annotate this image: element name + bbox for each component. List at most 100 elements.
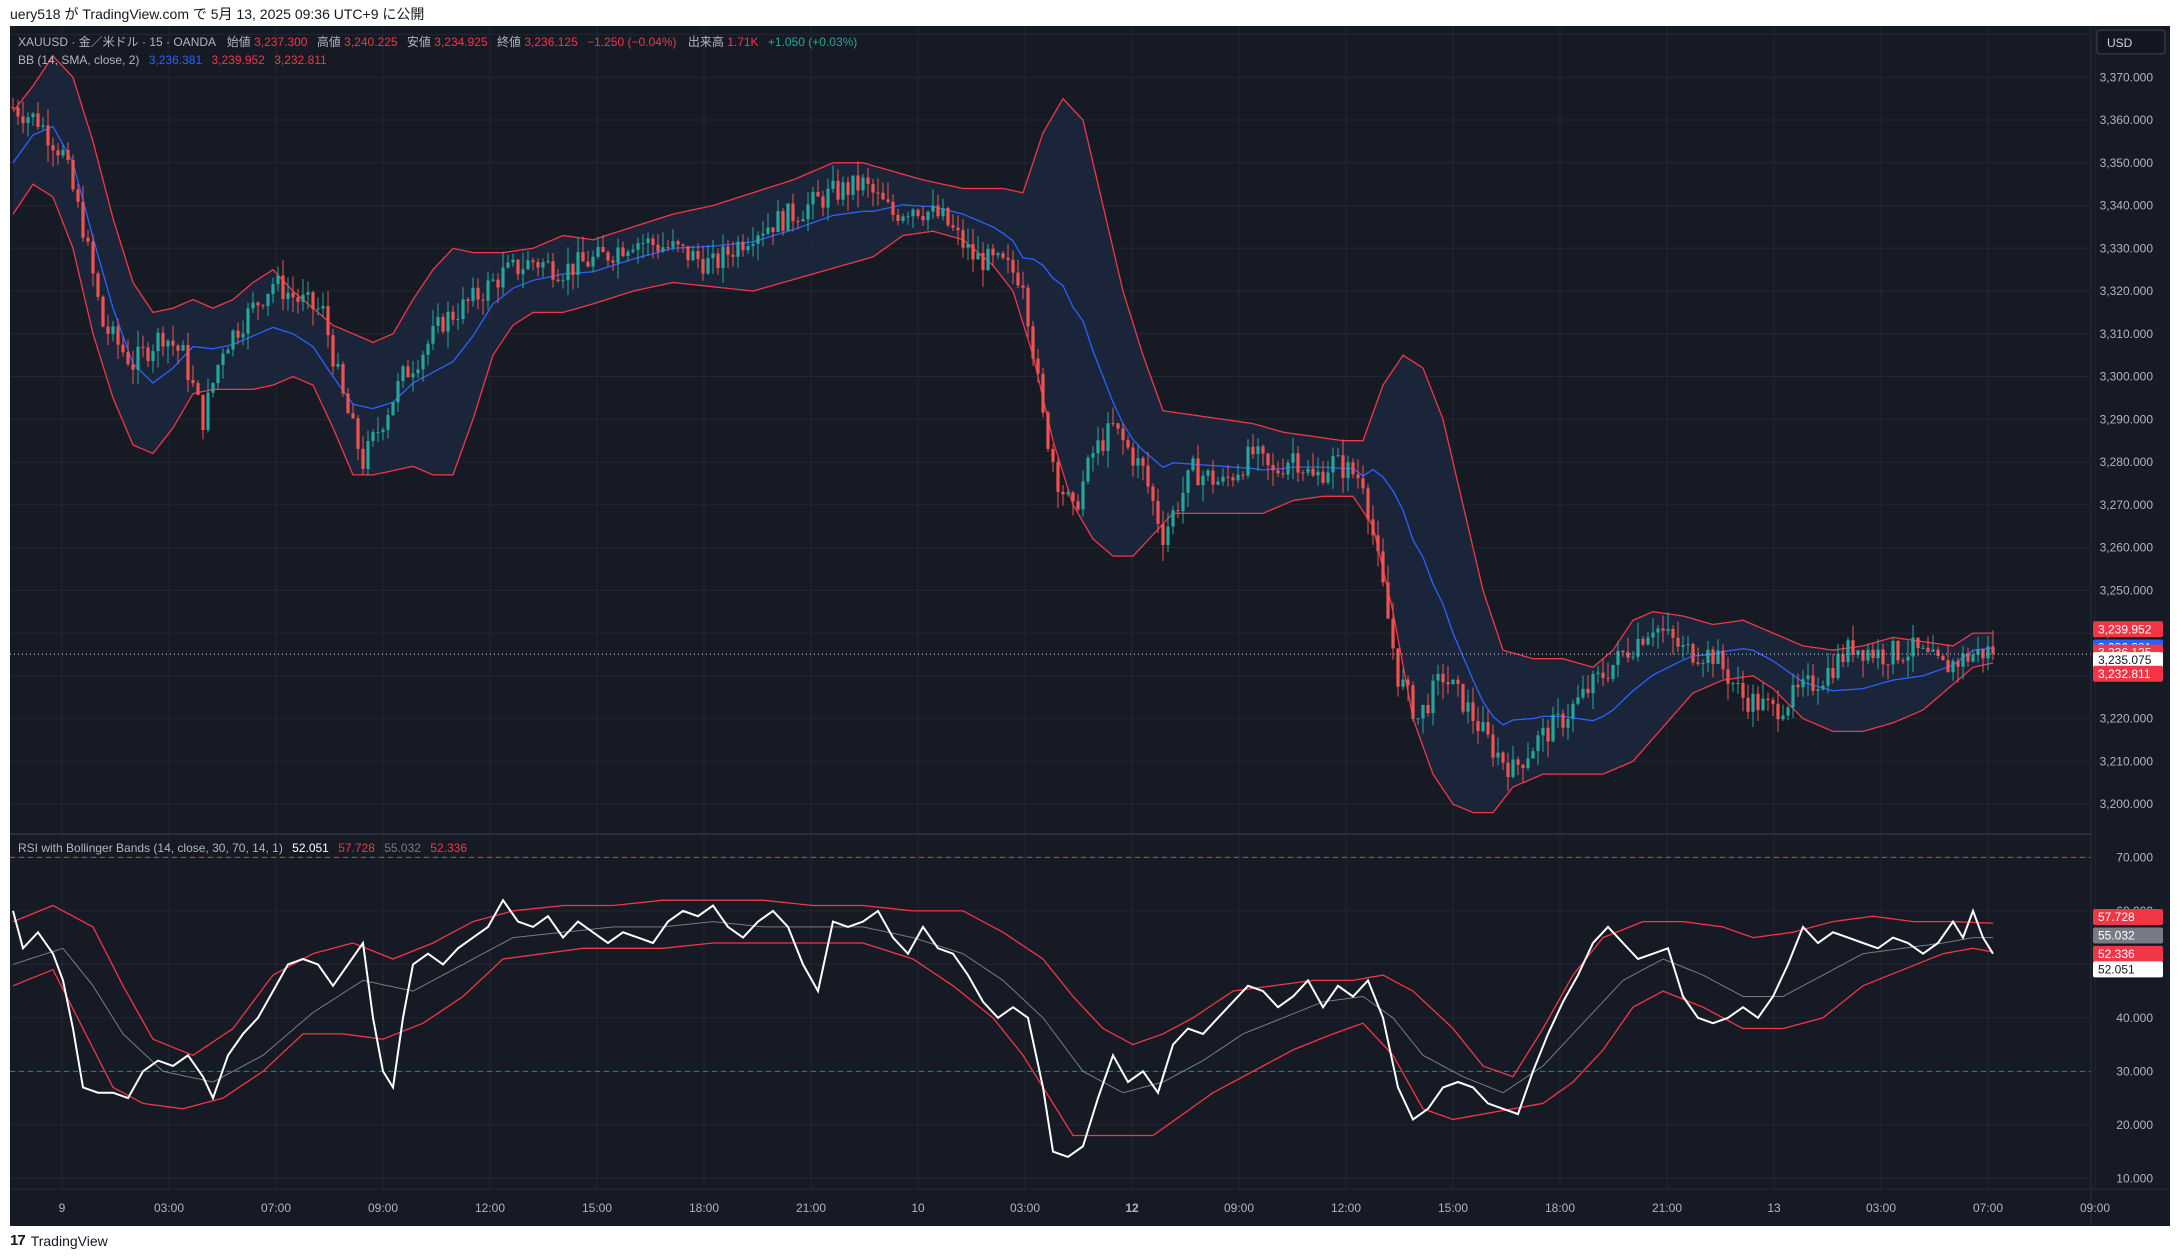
candle[interactable] — [1266, 452, 1270, 481]
candle[interactable] — [106, 314, 110, 345]
candle[interactable] — [66, 142, 70, 164]
candle[interactable] — [1151, 483, 1155, 516]
candle[interactable] — [1936, 646, 1940, 659]
candle[interactable] — [1546, 719, 1550, 757]
candle[interactable] — [1821, 680, 1825, 691]
candle[interactable] — [786, 203, 790, 232]
candle[interactable] — [1286, 459, 1290, 481]
candle[interactable] — [1111, 407, 1115, 427]
candle[interactable] — [1971, 649, 1975, 663]
currency-button[interactable]: USD — [2096, 29, 2166, 55]
candle[interactable] — [1771, 697, 1775, 716]
candle[interactable] — [941, 198, 945, 221]
candle[interactable] — [1566, 703, 1570, 740]
candle[interactable] — [986, 244, 990, 272]
candle[interactable] — [171, 325, 175, 356]
candle[interactable] — [1881, 643, 1885, 677]
candle[interactable] — [1216, 476, 1220, 486]
candle[interactable] — [1696, 647, 1700, 667]
candle[interactable] — [721, 234, 725, 283]
candle[interactable] — [361, 436, 365, 475]
candle[interactable] — [641, 234, 645, 259]
candle[interactable] — [1976, 636, 1980, 663]
candle[interactable] — [286, 277, 290, 311]
candle[interactable] — [421, 350, 425, 382]
candle[interactable] — [1506, 752, 1510, 791]
candle[interactable] — [81, 185, 85, 242]
candle[interactable] — [1601, 658, 1605, 687]
candle[interactable] — [1756, 685, 1760, 722]
candle[interactable] — [661, 232, 665, 254]
candle[interactable] — [1271, 452, 1275, 486]
candle[interactable] — [336, 352, 340, 370]
candle[interactable] — [881, 182, 885, 201]
candle[interactable] — [1806, 662, 1810, 696]
candle[interactable] — [1436, 664, 1440, 696]
candle[interactable] — [1526, 742, 1530, 771]
candle[interactable] — [771, 227, 775, 245]
candle[interactable] — [511, 253, 515, 267]
candle[interactable] — [1511, 745, 1515, 779]
candle[interactable] — [1716, 639, 1720, 664]
candle[interactable] — [1401, 668, 1405, 690]
candle[interactable] — [16, 99, 20, 126]
candle[interactable] — [1626, 637, 1630, 663]
candle[interactable] — [1816, 677, 1820, 705]
candle[interactable] — [1661, 615, 1665, 643]
candle[interactable] — [1121, 422, 1125, 455]
candle[interactable] — [446, 301, 450, 349]
candle[interactable] — [1416, 718, 1420, 725]
candle[interactable] — [1586, 675, 1590, 698]
candle[interactable] — [1441, 663, 1445, 700]
candle[interactable] — [1036, 349, 1040, 383]
candle[interactable] — [1426, 693, 1430, 717]
candle[interactable] — [1136, 444, 1140, 479]
candle[interactable] — [1666, 612, 1670, 636]
candle[interactable] — [1251, 434, 1255, 459]
candle[interactable] — [1671, 625, 1675, 655]
candle[interactable] — [1781, 704, 1785, 722]
candle[interactable] — [506, 254, 510, 269]
candle[interactable] — [356, 415, 360, 461]
candle[interactable] — [1571, 699, 1575, 733]
candle[interactable] — [1776, 690, 1780, 732]
candle[interactable] — [1826, 653, 1830, 694]
candle[interactable] — [281, 260, 285, 311]
candle[interactable] — [726, 239, 730, 269]
candle[interactable] — [1736, 666, 1740, 694]
candle[interactable] — [141, 335, 145, 357]
candle[interactable] — [736, 235, 740, 268]
candle[interactable] — [1611, 664, 1615, 682]
candle[interactable] — [806, 192, 810, 232]
candle[interactable] — [1541, 718, 1545, 752]
candle[interactable] — [1066, 488, 1070, 497]
candle[interactable] — [1256, 438, 1260, 471]
candle[interactable] — [791, 193, 795, 232]
candle[interactable] — [591, 250, 595, 272]
candle[interactable] — [161, 326, 165, 357]
candle[interactable] — [1621, 649, 1625, 657]
candle[interactable] — [1791, 673, 1795, 719]
candle[interactable] — [191, 365, 195, 388]
candle[interactable] — [686, 245, 690, 268]
candle[interactable] — [1446, 665, 1450, 695]
candle[interactable] — [1016, 260, 1020, 289]
candle[interactable] — [796, 216, 800, 230]
candle[interactable] — [546, 252, 550, 264]
candle[interactable] — [1891, 638, 1895, 675]
bb-lower-line[interactable] — [12, 183, 1994, 814]
bb-legend[interactable]: BB (14, SMA, close, 2) 3,236.381 3,239.9… — [18, 53, 327, 67]
candle[interactable] — [1421, 704, 1425, 734]
candle[interactable] — [51, 137, 55, 167]
candle[interactable] — [236, 322, 240, 345]
candle[interactable] — [1191, 455, 1195, 473]
candle[interactable] — [1276, 461, 1280, 478]
candle[interactable] — [1766, 692, 1770, 711]
candle[interactable] — [1476, 707, 1480, 744]
candle[interactable] — [1931, 634, 1935, 652]
candle[interactable] — [1531, 747, 1535, 759]
candle[interactable] — [696, 243, 700, 269]
candle[interactable] — [296, 288, 300, 314]
candle[interactable] — [891, 194, 895, 222]
candle[interactable] — [491, 273, 495, 283]
